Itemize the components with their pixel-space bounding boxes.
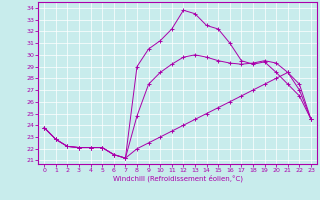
X-axis label: Windchill (Refroidissement éolien,°C): Windchill (Refroidissement éolien,°C) [113,175,243,182]
